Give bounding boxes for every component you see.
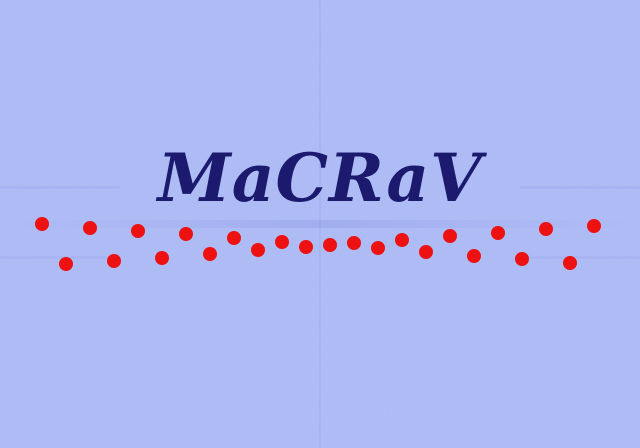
red-dot (35, 217, 49, 231)
red-dot (83, 221, 97, 235)
red-dot (203, 247, 217, 261)
red-dot (515, 252, 529, 266)
red-dot (179, 227, 193, 241)
red-dot (587, 219, 601, 233)
red-dot (131, 224, 145, 238)
red-dot (251, 243, 265, 257)
red-dot (419, 245, 433, 259)
red-dot (443, 229, 457, 243)
red-dot (227, 231, 241, 245)
red-dot (539, 222, 553, 236)
red-dot (395, 233, 409, 247)
red-dot (467, 249, 481, 263)
red-dot (155, 251, 169, 265)
red-dot (299, 240, 313, 254)
red-dot (59, 257, 73, 271)
red-dot (563, 256, 577, 270)
red-dot (323, 238, 337, 252)
red-dot (491, 226, 505, 240)
logo-title: MaCRaV (157, 139, 483, 217)
red-dot (347, 236, 361, 250)
red-dot (275, 235, 289, 249)
red-dot (371, 241, 385, 255)
red-dot (107, 254, 121, 268)
